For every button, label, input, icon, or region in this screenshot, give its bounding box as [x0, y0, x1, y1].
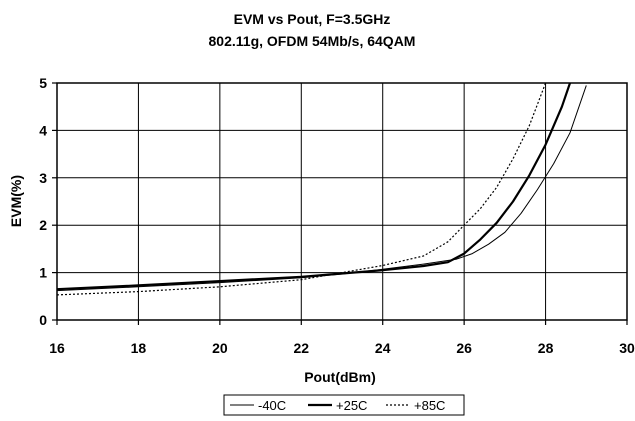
chart-subtitle: 802.11g, OFDM 54Mb/s, 64QAM	[209, 33, 416, 49]
x-tick-label: 30	[619, 340, 635, 356]
x-tick-label: 26	[456, 340, 472, 356]
x-tick-label: 18	[131, 340, 147, 356]
legend-label-2: +25C	[336, 398, 367, 413]
y-tick-label: 0	[39, 312, 47, 328]
series-line-3	[56, 82, 547, 296]
x-tick-label: 16	[49, 340, 65, 356]
legend-box	[223, 394, 465, 416]
y-tick-label: 2	[39, 217, 47, 233]
legend-label-3: +85C	[414, 398, 445, 413]
y-tick-label: 1	[39, 265, 47, 281]
y-tick-label: 3	[39, 170, 47, 186]
y-tick-label: 5	[39, 75, 47, 91]
chart-title: EVM vs Pout, F=3.5GHz	[234, 11, 391, 27]
y-tick-label: 4	[39, 122, 47, 138]
plot-area: 16 18 20 22 24 26 28 30 0 1 2 3 4 5	[39, 75, 635, 356]
x-tick-label: 22	[293, 340, 309, 356]
x-axis-label: Pout(dBm)	[304, 369, 376, 385]
legend-label-1: -40C	[258, 398, 286, 413]
x-tick-label: 24	[375, 340, 391, 356]
series-line-1	[56, 85, 587, 292]
x-tick-label: 20	[212, 340, 228, 356]
series-line-2	[56, 82, 572, 291]
legend: -40C +25C +85C	[223, 394, 465, 416]
x-tick-label: 28	[538, 340, 554, 356]
y-axis-label: EVM(%)	[8, 175, 24, 227]
plot-frame	[56, 82, 628, 321]
